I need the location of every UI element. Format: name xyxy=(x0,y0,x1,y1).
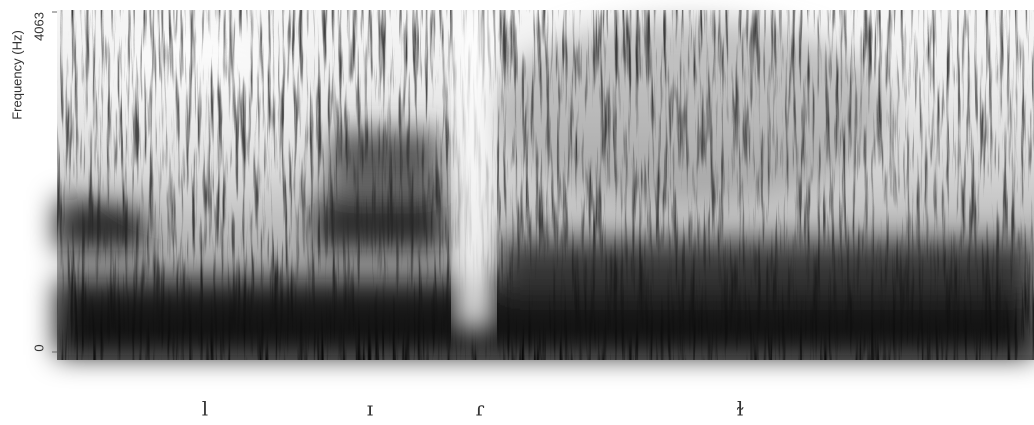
segment-label: ɾ xyxy=(475,397,484,421)
segment-label: ɫ xyxy=(736,397,744,421)
y-tick-label: 0 xyxy=(31,344,46,351)
y-tick-label: 4063 xyxy=(31,12,46,41)
segment-label: l xyxy=(202,397,208,421)
segment-label: ɪ xyxy=(367,397,373,421)
y-axis-label: Frequency (Hz) xyxy=(9,30,24,120)
spectrogram-image xyxy=(57,10,1034,360)
